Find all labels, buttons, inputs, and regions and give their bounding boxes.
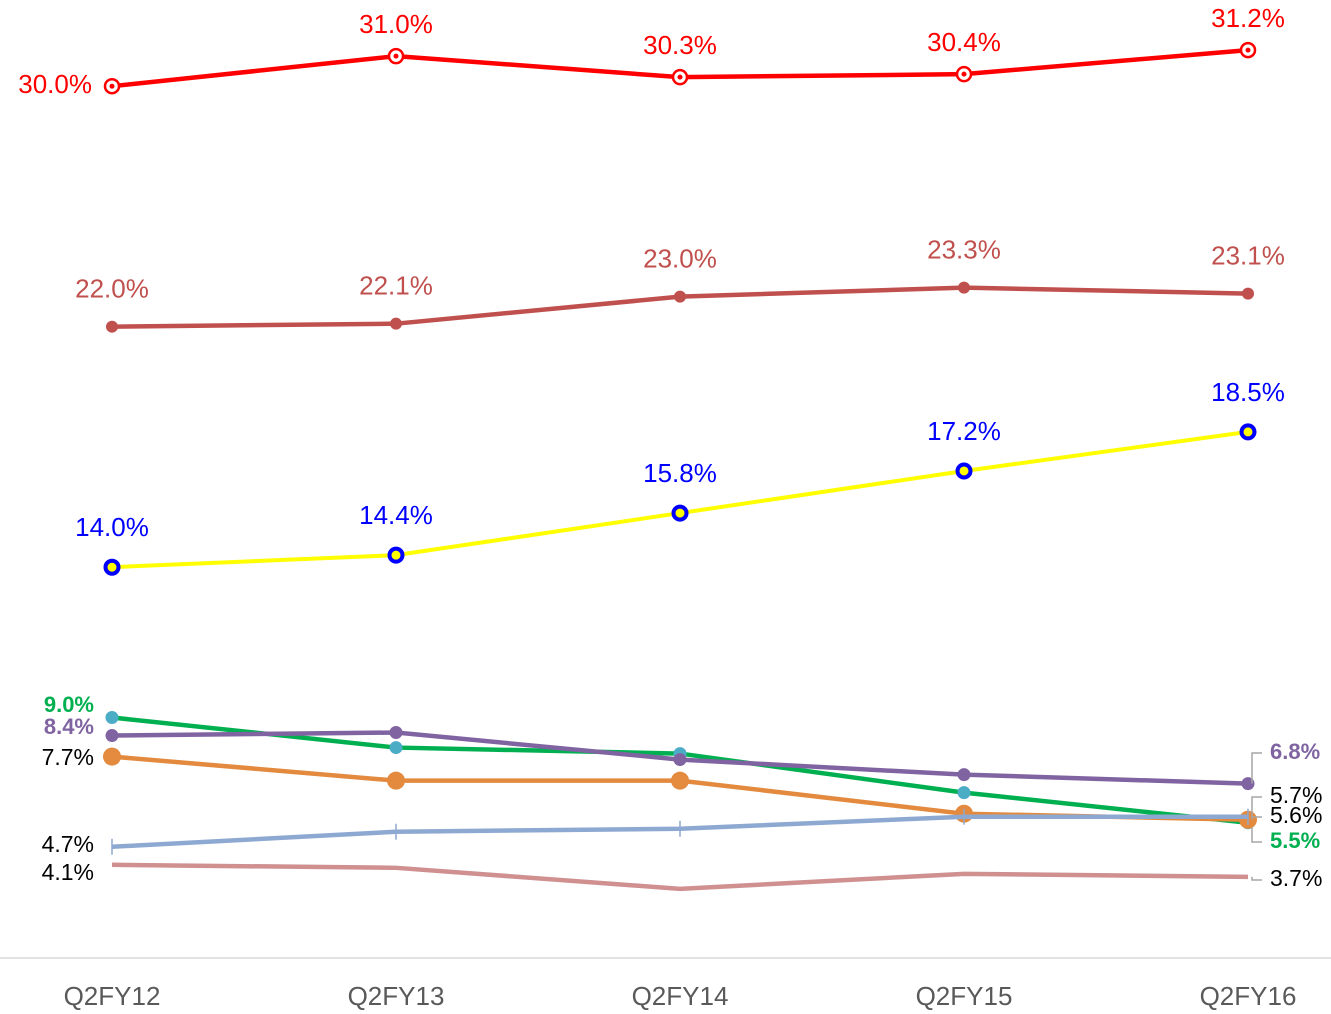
marker (674, 290, 686, 303)
data-label: 4.1% (42, 859, 94, 885)
data-label: 14.4% (359, 500, 433, 530)
marker (390, 317, 402, 330)
data-label: 8.4% (44, 714, 94, 739)
data-label: 22.1% (359, 271, 433, 301)
marker (671, 771, 689, 790)
marker (387, 546, 405, 564)
data-label: 22.0% (75, 274, 149, 304)
data-label: 5.7% (1270, 782, 1322, 808)
x-tick-label: Q2FY16 (1200, 981, 1297, 1011)
marker (389, 726, 403, 740)
marker (1239, 423, 1257, 441)
leader-line (1251, 822, 1262, 843)
marker (389, 741, 403, 755)
data-label: 23.0% (643, 244, 717, 274)
marker (387, 771, 405, 790)
x-tick-label: Q2FY15 (916, 981, 1013, 1011)
data-label: 14.0% (75, 512, 149, 542)
leader-line (1251, 796, 1262, 817)
marker (957, 786, 971, 800)
data-label: 23.1% (1211, 240, 1285, 270)
marker-core (109, 83, 115, 89)
data-label: 5.6% (1270, 802, 1322, 828)
data-label: 31.2% (1211, 3, 1285, 33)
marker (671, 504, 689, 522)
data-label: 15.8% (643, 458, 717, 488)
marker-core (677, 74, 683, 80)
marker (105, 711, 119, 724)
marker (1242, 287, 1254, 300)
data-label: 5.5% (1270, 828, 1320, 853)
marker (103, 558, 121, 576)
marker (957, 768, 971, 782)
data-label: 23.3% (927, 234, 1001, 264)
marker (103, 747, 121, 766)
data-label: 3.7% (1270, 865, 1322, 891)
data-label: 31.0% (359, 9, 433, 39)
data-label: 6.8% (1270, 739, 1320, 764)
x-tick-label: Q2FY14 (632, 981, 729, 1011)
series-line (111, 862, 1249, 892)
marker (958, 281, 970, 294)
marker (105, 729, 119, 743)
data-label: 17.2% (927, 416, 1001, 446)
marker-core (393, 53, 399, 59)
marker-core (1245, 47, 1251, 53)
x-tick-label: Q2FY12 (64, 981, 161, 1011)
leader-line (1251, 876, 1262, 881)
marker (106, 320, 118, 333)
data-label: 9.0% (44, 692, 94, 717)
leader-line (1251, 752, 1262, 784)
data-label: 30.3% (643, 30, 717, 60)
leader-line (1251, 816, 1262, 820)
x-tick-label: Q2FY13 (348, 981, 445, 1011)
data-label: 18.5% (1211, 377, 1285, 407)
marker (673, 753, 687, 767)
data-label: 4.7% (42, 831, 94, 857)
data-label: 30.0% (18, 69, 92, 99)
data-label: 30.4% (927, 27, 1001, 57)
data-label: 7.7% (42, 744, 94, 770)
marker (955, 462, 973, 480)
series-line (111, 429, 1249, 570)
marker-core (961, 71, 967, 77)
